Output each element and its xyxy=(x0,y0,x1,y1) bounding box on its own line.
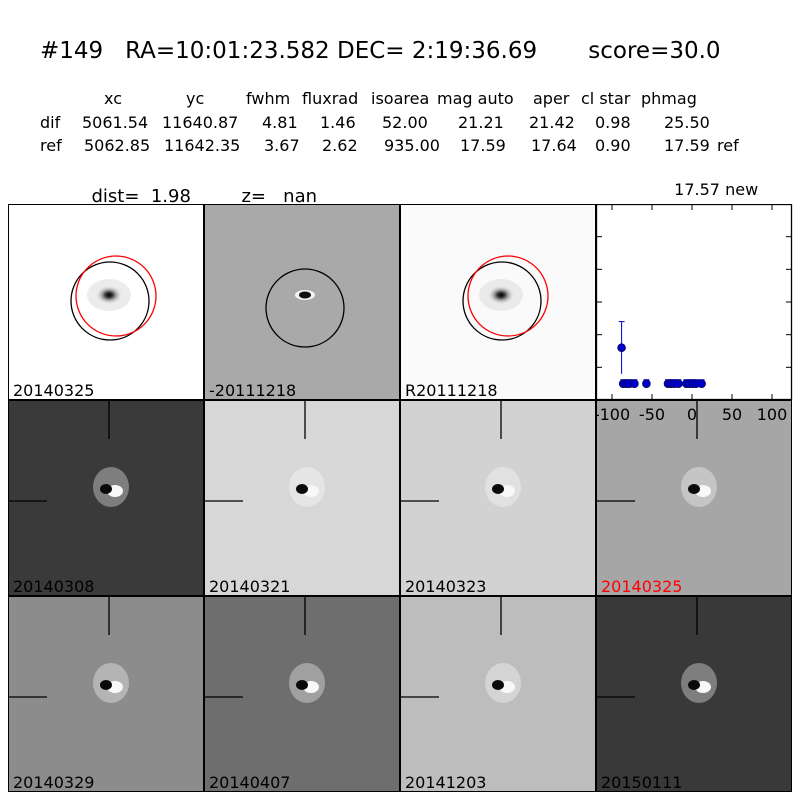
stamp-panel: 20140329 xyxy=(8,596,204,792)
row-value: 5062.85 xyxy=(84,136,151,155)
stamp-panel: 20140325 xyxy=(596,400,792,596)
stamp-panel: 20140321 xyxy=(204,400,400,596)
stamp-panel: 20140308 xyxy=(8,400,204,596)
reference-panel: R20111218 xyxy=(400,204,596,400)
stamp-caption: 20140321 xyxy=(209,577,291,596)
data-point xyxy=(674,379,683,388)
row-value: 11642.35 xyxy=(164,136,241,155)
stamp-image xyxy=(401,401,521,507)
column-header: phmag xyxy=(641,89,697,108)
x-tick-label: -50 xyxy=(639,405,665,424)
panel-image xyxy=(70,255,157,341)
reference-panel: -20111218 xyxy=(204,204,400,400)
row-value: 17.59 xyxy=(460,136,506,155)
row-value: 0.98 xyxy=(595,113,631,132)
stamp-image xyxy=(597,401,717,507)
data-point xyxy=(617,343,626,353)
panel-caption: R20111218 xyxy=(405,381,498,400)
row-value: 5061.54 xyxy=(82,113,149,132)
row-value: 4.81 xyxy=(262,113,298,132)
stamp-caption: 20141203 xyxy=(405,773,487,792)
row-label: ref xyxy=(40,136,62,155)
reference-panel: 20140325 xyxy=(8,204,204,400)
x-tick-label: 0 xyxy=(687,405,697,424)
row-value: 2.62 xyxy=(322,136,358,155)
dist-line: dist= 1.98 xyxy=(80,165,191,207)
row-value: 17.64 xyxy=(531,136,577,155)
stamp-image xyxy=(205,597,325,703)
column-header: aper xyxy=(533,89,570,108)
row-value: 11640.87 xyxy=(162,113,239,132)
row-value: 52.00 xyxy=(382,113,428,132)
column-header: cl star xyxy=(581,89,631,108)
stamp-caption: 20150111 xyxy=(601,773,683,792)
row-value: 17.59 xyxy=(664,136,710,155)
data-point xyxy=(630,379,639,388)
stamp-caption: 20140329 xyxy=(13,773,95,792)
data-point xyxy=(642,379,651,388)
stamp-image xyxy=(9,597,129,703)
panel-caption: -20111218 xyxy=(209,381,297,400)
column-header: yc xyxy=(186,89,205,108)
stamp-panel: 20141203 xyxy=(400,596,596,792)
new-mag-label: new xyxy=(725,180,759,199)
stamp-panel: 20140407 xyxy=(204,596,400,792)
column-header: fluxrad xyxy=(302,89,359,108)
stamp-image xyxy=(597,597,717,703)
row-value: 1.46 xyxy=(320,113,356,132)
new-mag-value: 17.57 xyxy=(674,180,720,199)
z-value: nan xyxy=(283,186,318,207)
row-value: 3.67 xyxy=(264,136,300,155)
new-mag-line: 17.57 new xyxy=(664,161,758,199)
panel-image xyxy=(265,268,345,348)
panel-caption: 20140325 xyxy=(13,381,95,400)
stamp-image xyxy=(401,597,521,703)
column-header: isoarea xyxy=(371,89,430,108)
row-value: 21.42 xyxy=(529,113,575,132)
panel-image xyxy=(462,255,549,341)
z-label: z= xyxy=(241,186,266,207)
row-value: 25.50 xyxy=(664,113,710,132)
x-tick-label: 100 xyxy=(757,405,788,424)
column-header: xc xyxy=(104,89,122,108)
row-label: dif xyxy=(40,113,61,132)
x-tick-label: -100 xyxy=(596,405,630,424)
stamp-panel: 20150111 xyxy=(596,596,792,792)
x-tick-label: 50 xyxy=(722,405,742,424)
row-value: 21.21 xyxy=(458,113,504,132)
stamp-image xyxy=(205,401,325,507)
z-line: z= nan xyxy=(230,165,317,207)
plot-frame xyxy=(596,204,793,401)
stamp-image xyxy=(9,401,129,507)
stamp-caption: 20140325 xyxy=(601,577,683,596)
stamp-caption: 20140308 xyxy=(13,577,95,596)
dist-value: 1.98 xyxy=(150,186,191,207)
column-header: mag auto xyxy=(437,89,514,108)
row-value: 0.90 xyxy=(595,136,631,155)
column-header: fwhm xyxy=(246,89,291,108)
row-value: 935.00 xyxy=(384,136,440,155)
page-title: #149 RA=10:01:23.582 DEC= 2:19:36.69 sco… xyxy=(40,38,721,64)
stamp-panel: 20140323 xyxy=(400,400,596,596)
dist-label: dist= xyxy=(91,186,140,207)
stamp-caption: 20140323 xyxy=(405,577,487,596)
row-extra: ref xyxy=(717,136,739,155)
stamp-caption: 20140407 xyxy=(209,773,291,792)
data-point xyxy=(697,379,706,388)
